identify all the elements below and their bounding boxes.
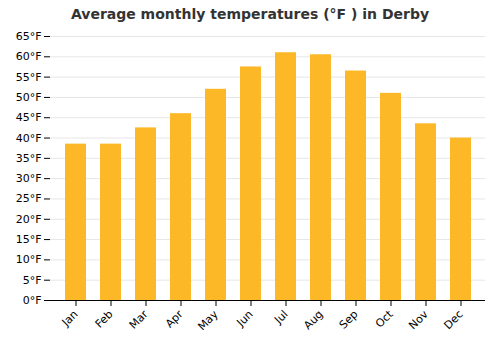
svg-text:20°F: 20°F bbox=[16, 213, 42, 226]
svg-text:50°F: 50°F bbox=[16, 91, 42, 104]
svg-text:Mar: Mar bbox=[127, 307, 151, 331]
svg-text:Nov: Nov bbox=[406, 307, 431, 332]
svg-text:45°F: 45°F bbox=[16, 111, 42, 124]
svg-text:Aug: Aug bbox=[301, 308, 325, 332]
svg-text:Jun: Jun bbox=[234, 308, 256, 330]
svg-text:55°F: 55°F bbox=[16, 71, 42, 84]
svg-text:Jan: Jan bbox=[59, 308, 81, 330]
svg-text:15°F: 15°F bbox=[16, 233, 42, 246]
svg-text:Feb: Feb bbox=[93, 308, 116, 331]
svg-text:65°F: 65°F bbox=[16, 30, 42, 43]
html-text:Average monthly temperatures (: Average monthly temperatures (°F ) in De… bbox=[70, 6, 430, 22]
svg-text:0°F: 0°F bbox=[23, 294, 42, 307]
svg-text:Oct: Oct bbox=[373, 307, 396, 330]
svg-text:Dec: Dec bbox=[441, 308, 465, 332]
svg-text:Sep: Sep bbox=[337, 308, 361, 332]
svg-text:May: May bbox=[195, 307, 221, 333]
svg-text:5°F: 5°F bbox=[23, 274, 42, 287]
svg-text:Jul: Jul bbox=[271, 308, 290, 327]
svg-text:Apr: Apr bbox=[163, 307, 186, 330]
svg-text:35°F: 35°F bbox=[16, 152, 42, 165]
svg-text:10°F: 10°F bbox=[16, 253, 42, 266]
svg-text:40°F: 40°F bbox=[16, 132, 42, 145]
svg-text:25°F: 25°F bbox=[16, 192, 42, 205]
svg-text:30°F: 30°F bbox=[16, 172, 42, 185]
svg-text:60°F: 60°F bbox=[16, 50, 42, 63]
